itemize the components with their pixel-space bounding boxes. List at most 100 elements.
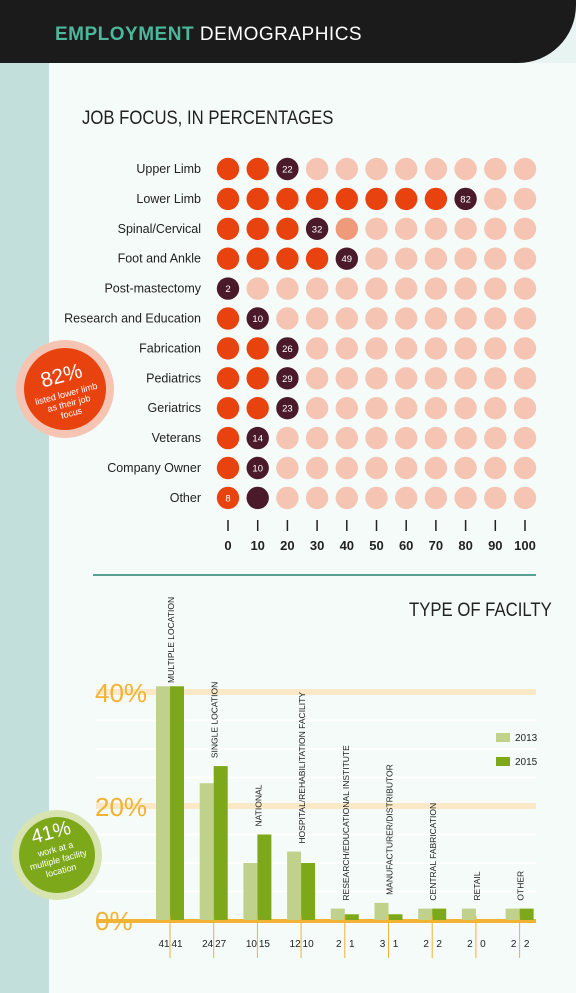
dot bbox=[484, 486, 507, 510]
dot bbox=[246, 456, 269, 480]
dot bbox=[335, 247, 358, 270]
dot bbox=[395, 247, 418, 270]
row-label: Other bbox=[170, 491, 201, 505]
category-label: CENTRAL FABRICATION bbox=[428, 803, 438, 901]
legend-label: 2013 bbox=[515, 733, 538, 744]
row-label: Pediatrics bbox=[146, 371, 201, 385]
dot bbox=[365, 337, 388, 360]
dot bbox=[424, 456, 448, 480]
dot bbox=[246, 247, 269, 270]
callout-disc bbox=[24, 348, 106, 430]
value-label-2013: 24 bbox=[202, 939, 214, 950]
tick-label: 10 bbox=[250, 538, 264, 553]
dot bbox=[305, 187, 329, 211]
dot bbox=[335, 157, 358, 181]
dot bbox=[246, 397, 269, 420]
dot bbox=[246, 307, 269, 330]
tick-label: 0 bbox=[224, 538, 231, 553]
dot bbox=[335, 217, 358, 240]
content-panel bbox=[49, 63, 576, 993]
dot bbox=[395, 397, 418, 420]
dot bbox=[513, 157, 537, 181]
dot bbox=[276, 157, 299, 181]
dot bbox=[454, 277, 477, 300]
dot bbox=[305, 456, 329, 480]
dot bbox=[395, 187, 418, 211]
title-highlight: EMPLOYMENT bbox=[55, 24, 195, 45]
dot bbox=[305, 337, 329, 360]
dot bbox=[484, 307, 507, 330]
bar-2015 bbox=[388, 914, 403, 920]
dot bbox=[454, 397, 477, 420]
dot bbox=[424, 157, 448, 181]
tick-label: 30 bbox=[310, 538, 324, 553]
dot bbox=[454, 426, 477, 450]
row-label: Post-mastectomy bbox=[104, 282, 201, 296]
value-label-2015: 2 bbox=[524, 939, 530, 950]
dot bbox=[216, 187, 240, 211]
bar-2015 bbox=[257, 834, 272, 920]
dot bbox=[395, 486, 418, 510]
dot bbox=[335, 277, 358, 300]
value-label: 32 bbox=[312, 224, 323, 235]
value-label: 82 bbox=[460, 194, 471, 205]
bar-2013 bbox=[374, 902, 389, 920]
dot bbox=[395, 456, 418, 480]
value-label: 49 bbox=[342, 254, 353, 265]
y-tick-label: 40% bbox=[95, 678, 147, 708]
callout-lower-limb: 82% listed lower limb as their job focus bbox=[16, 340, 114, 438]
dot bbox=[335, 187, 358, 211]
row-label: Geriatrics bbox=[148, 401, 201, 415]
bar-2013 bbox=[330, 908, 345, 920]
dot bbox=[335, 486, 358, 510]
dot bbox=[484, 456, 507, 480]
category-label: RETAIL bbox=[472, 871, 482, 900]
dot bbox=[305, 397, 329, 420]
dot bbox=[216, 277, 240, 300]
bar-2015 bbox=[213, 766, 228, 920]
dot bbox=[395, 157, 418, 181]
dot bbox=[246, 337, 269, 360]
dot bbox=[276, 486, 299, 510]
dot bbox=[216, 337, 240, 360]
dot bbox=[513, 426, 537, 450]
row-label: Spinal/Cervical bbox=[118, 222, 201, 236]
dot bbox=[454, 307, 477, 330]
dot bbox=[365, 247, 388, 270]
dot bbox=[395, 307, 418, 330]
dot bbox=[216, 456, 240, 480]
dot bbox=[305, 367, 329, 390]
dot bbox=[424, 307, 448, 330]
dot bbox=[305, 277, 329, 300]
dot bbox=[365, 456, 388, 480]
dot bbox=[424, 187, 448, 211]
dot bbox=[216, 247, 240, 270]
dot bbox=[216, 157, 240, 181]
tick-label: 80 bbox=[458, 538, 472, 553]
value-label: 10 bbox=[252, 464, 263, 475]
dot bbox=[305, 157, 329, 181]
dot bbox=[365, 157, 388, 181]
dot bbox=[305, 247, 329, 270]
dot bbox=[305, 307, 329, 330]
value-label: 26 bbox=[282, 344, 293, 355]
dot bbox=[365, 307, 388, 330]
dot bbox=[424, 217, 448, 240]
dot bbox=[484, 426, 507, 450]
row-label: Foot and Ankle bbox=[118, 252, 201, 266]
dot bbox=[276, 187, 299, 211]
bar-2015 bbox=[344, 914, 359, 920]
dot bbox=[276, 337, 299, 360]
dot bbox=[454, 157, 477, 181]
dot bbox=[276, 277, 299, 300]
dot bbox=[484, 157, 507, 181]
dot bbox=[276, 456, 299, 480]
title-rest: DEMOGRAPHICS bbox=[199, 24, 363, 45]
value-label: 8 bbox=[225, 493, 230, 504]
dot bbox=[513, 247, 537, 270]
dot bbox=[454, 367, 477, 390]
value-label-2015: 41 bbox=[171, 939, 183, 950]
